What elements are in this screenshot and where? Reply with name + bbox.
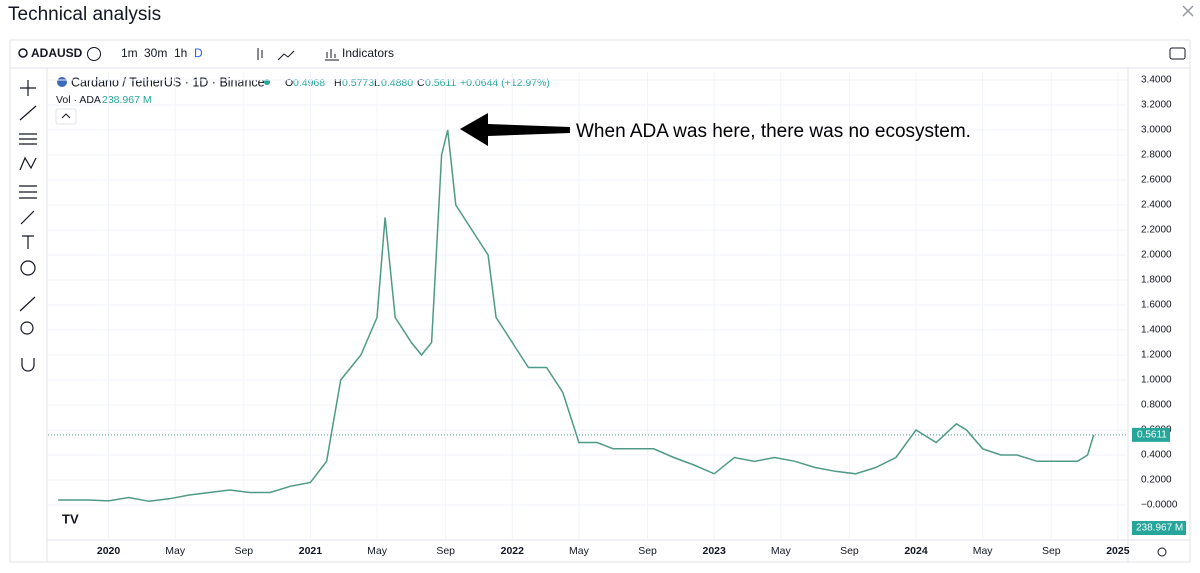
ohlc-key: C (417, 77, 425, 89)
y-tick-label: 2.4000 (1141, 200, 1172, 211)
x-tick-label: 2020 (97, 545, 121, 557)
last-price-badge (1132, 427, 1170, 442)
symbol-logo (57, 77, 67, 87)
chevron (61, 113, 71, 119)
y-tick-label: 2.8000 (1141, 150, 1172, 161)
x-tick-label: Sep (638, 545, 657, 557)
interval[interactable]: 1m (121, 46, 138, 60)
y-tick-label: 3.4000 (1141, 75, 1172, 86)
y-tick-label: 1.8000 (1141, 275, 1172, 286)
interval[interactable]: 1h (174, 46, 187, 60)
collapse-legend[interactable] (55, 108, 77, 125)
ohlc-value: 0.4880 (381, 77, 413, 89)
y-tick-label: 3.0000 (1141, 125, 1172, 136)
volume-value: 238.967 M (102, 94, 152, 106)
y-tick-label: 3.2000 (1141, 100, 1172, 111)
price-line (58, 129, 1095, 503)
y-tick-label: 2.6000 (1141, 175, 1172, 186)
volume-label: 238.967 M (1136, 523, 1183, 534)
x-tick-label: May (367, 545, 388, 557)
last-price-label: 0.5611 (1137, 430, 1167, 441)
plot (48, 72, 1128, 540)
change: +0.0644 (+12.97%) (460, 77, 550, 89)
ohlc-value: 0.5611 (425, 77, 456, 89)
indicators-icon[interactable] (325, 49, 339, 61)
logo: TV (62, 511, 79, 526)
x-tick-label: May (569, 545, 590, 557)
y-tick-label: 1.6000 (1141, 300, 1172, 311)
compare-button[interactable] (87, 47, 101, 61)
x-tick-label: 2024 (904, 545, 928, 557)
search-icon[interactable] (18, 48, 28, 58)
annotation: When ADA was here, there was no ecosyste… (576, 121, 971, 142)
snapshot-button[interactable] (1169, 47, 1186, 60)
symbol[interactable]: ADAUSD (31, 46, 83, 60)
x-tick-label: Sep (436, 545, 455, 557)
x-tick-label: Sep (840, 545, 859, 557)
ohlc-key: O (285, 77, 293, 89)
x-tick-label: 2023 (702, 545, 726, 557)
y-tick-label: 0.8000 (1141, 400, 1172, 411)
y-tick-label: 1.2000 (1141, 350, 1172, 361)
y-tick-label: −0.0000 (1141, 500, 1178, 511)
ohlc: O 0.4968 H 0.5773 L 0.4880 C 0.5611 +0.0… (285, 77, 550, 89)
y-tick-label: 1.0000 (1141, 375, 1172, 386)
x-tick-label: Sep (1042, 545, 1061, 557)
x-tick-label: 2022 (501, 545, 525, 557)
close-button[interactable] (1182, 5, 1194, 17)
legend-pair: Cardano / TetherUS · 1D · Binance (71, 75, 265, 89)
interval-active[interactable]: D (194, 46, 203, 60)
annotation-arrow (460, 113, 570, 146)
x-tick-label: May (165, 545, 186, 557)
x-tick-label: May (771, 545, 792, 557)
x-tick-label: Sep (234, 545, 253, 557)
settings-button[interactable] (1157, 547, 1167, 557)
x-tick-label: 2021 (299, 545, 323, 557)
y-tick-label: 0.4000 (1141, 450, 1172, 461)
drawing-tools[interactable] (19, 80, 37, 372)
y-tick-label: 2.2000 (1141, 225, 1172, 236)
ohlc-key: H (334, 77, 342, 89)
y-tick-label: 0.2000 (1141, 475, 1172, 486)
ohlc-value: 0.5773 (342, 77, 374, 89)
volume-badge (1132, 521, 1186, 535)
x-tick-label: May (973, 545, 994, 557)
ohlc-value: 0.4968 (293, 77, 325, 89)
interval[interactable]: 30m (144, 46, 167, 60)
chart-type-icons[interactable] (257, 48, 295, 61)
widget-frame (9, 39, 1191, 563)
indicators-button[interactable]: Indicators (342, 46, 394, 60)
x-tick-label: 2025 (1106, 545, 1130, 557)
title: Technical analysis (8, 4, 161, 25)
y-tick-label: 1.4000 (1141, 325, 1172, 336)
y-tick-label: 2.0000 (1141, 250, 1172, 261)
volume-name: Vol · ADA (56, 94, 101, 106)
